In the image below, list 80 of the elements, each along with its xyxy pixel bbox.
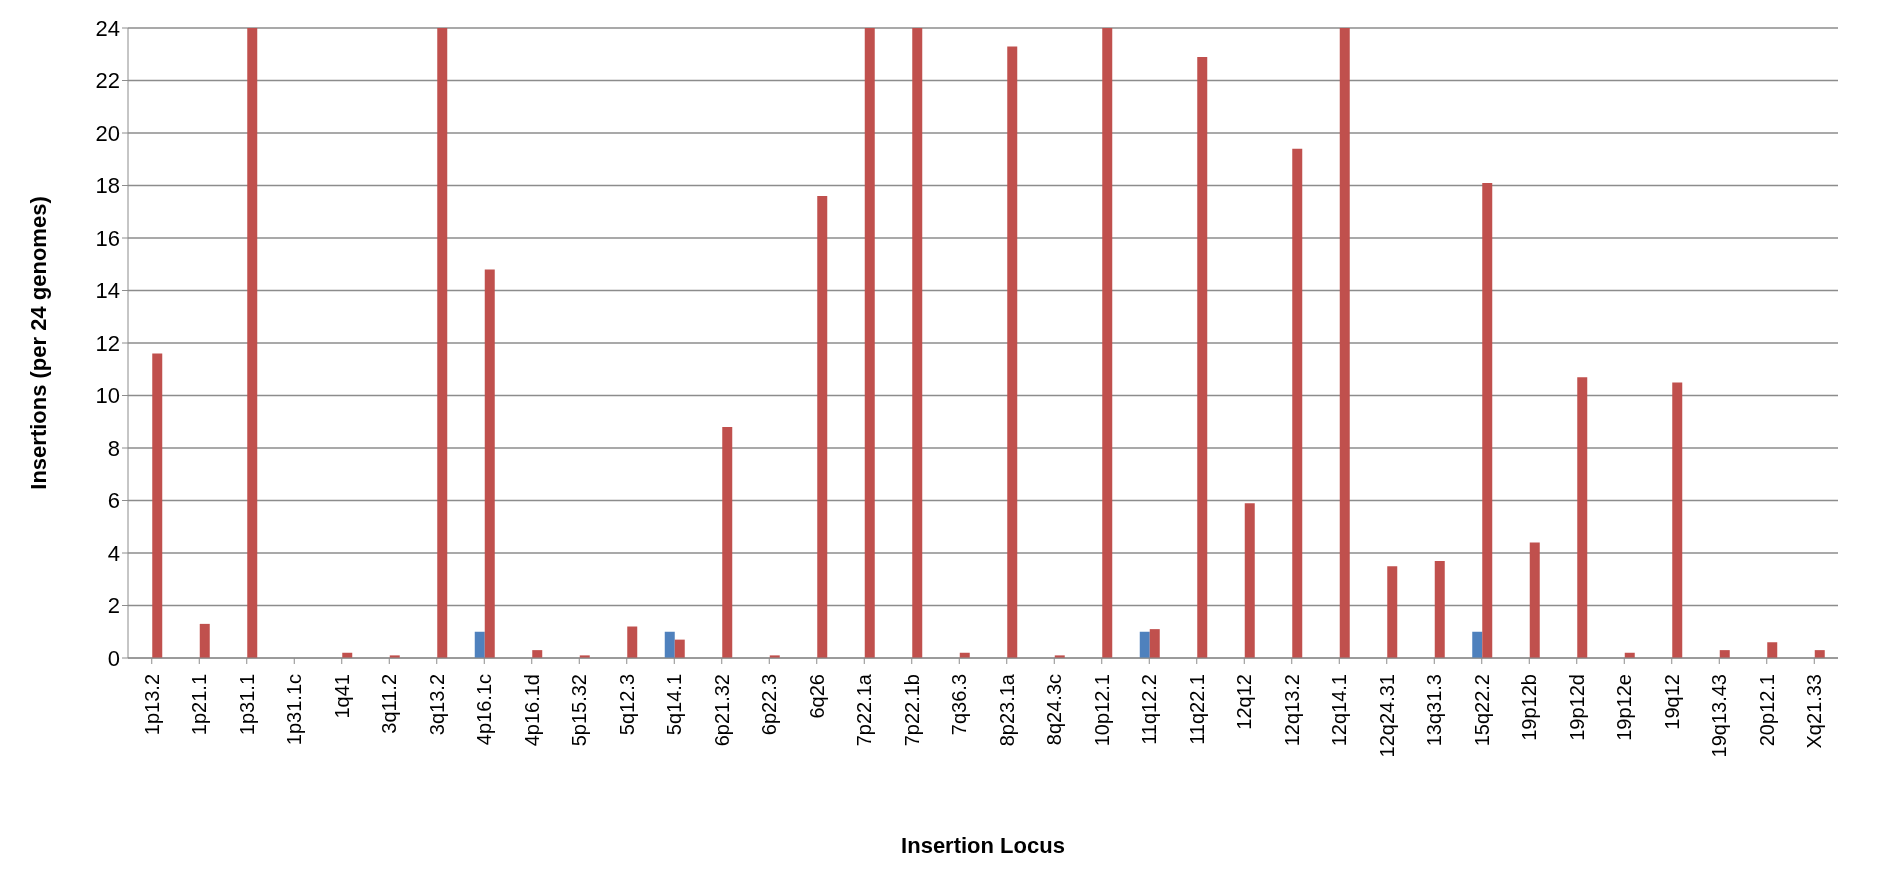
bar: [1529, 542, 1540, 658]
y-tick-label: 6: [107, 488, 120, 514]
bar: [1387, 566, 1398, 658]
bar: [1292, 148, 1303, 658]
bar: [1767, 642, 1778, 658]
bar: [1149, 629, 1160, 658]
x-tick-label: 1p13.2: [140, 674, 163, 736]
x-tick-label: 12q12: [1233, 674, 1256, 730]
y-tick-label: 12: [95, 330, 120, 356]
bar: [152, 353, 163, 658]
y-tick-label: 18: [95, 173, 120, 199]
bar: [627, 626, 638, 658]
bar: [664, 631, 675, 658]
x-tick-label: 6q26: [805, 674, 828, 719]
bar: [1102, 28, 1113, 658]
bar: [722, 427, 733, 658]
x-tick-label: 13q31.3: [1423, 674, 1446, 747]
x-tick-label: 1p21.1: [188, 674, 211, 736]
x-tick-label: 5q14.1: [663, 674, 686, 736]
x-tick-label: 8q24.3c: [1043, 674, 1066, 746]
bar: [674, 639, 685, 658]
x-tick-label: 7p22.1b: [900, 674, 923, 747]
bar: [1482, 182, 1493, 658]
y-tick-label: 14: [95, 278, 120, 304]
bar: [1244, 503, 1255, 658]
y-tick-label: 4: [107, 540, 120, 566]
x-tick-label: 4p16.1d: [520, 674, 543, 747]
y-tick-label: 10: [95, 383, 120, 409]
x-tick-label: 3q13.2: [425, 674, 448, 736]
x-tick-label: 5p15.32: [568, 674, 591, 747]
x-tick-label: 4p16.1c: [473, 674, 496, 746]
y-tick-label: 20: [95, 120, 120, 146]
x-tick-label: 19p12e: [1613, 674, 1636, 741]
x-tick-label: 6p21.32: [710, 674, 733, 747]
y-tick-label: 16: [95, 225, 120, 251]
bar: [437, 28, 448, 658]
x-tick-label: Xq21.33: [1803, 674, 1826, 749]
bar: [1434, 560, 1445, 658]
y-tick-label: 22: [95, 68, 120, 94]
bar: [474, 631, 485, 658]
x-tick-label: 7p22.1a: [853, 673, 876, 747]
x-tick-label: 1p31.1c: [283, 674, 306, 746]
x-tick-label: 1p31.1: [235, 674, 258, 736]
x-tick-label: 19q12: [1660, 674, 1683, 730]
x-tick-label: 12q24.31: [1375, 674, 1398, 758]
y-axis-title: Insertions (per 24 genomes): [25, 196, 51, 490]
x-tick-label: 3q11.2: [378, 674, 401, 734]
bar: [1139, 631, 1150, 658]
y-tick-label: 24: [95, 15, 120, 41]
bar: [484, 269, 495, 658]
bar: [817, 196, 828, 658]
x-tick-label: 6p22.3: [758, 674, 781, 736]
y-tick-label: 8: [107, 435, 120, 461]
bar: [864, 28, 875, 658]
x-tick-label: 10p12.1: [1090, 674, 1113, 747]
x-tick-label: 19q13.43: [1708, 674, 1731, 758]
x-tick-label: 20p12.1: [1755, 674, 1778, 747]
bar: [1577, 377, 1588, 658]
y-tick-label: 2: [107, 593, 120, 619]
y-tick-label: 0: [107, 645, 120, 671]
x-tick-label: 15q22.2: [1470, 674, 1493, 747]
x-tick-label: 12q14.1: [1328, 674, 1351, 747]
x-tick-label: 11q22.1: [1185, 674, 1208, 745]
x-tick-label: 7q36.3: [948, 674, 971, 736]
bar: [247, 28, 258, 658]
x-tick-label: 12q13.2: [1280, 674, 1303, 747]
x-tick-label: 19p12d: [1565, 674, 1588, 741]
x-tick-label: 19p12b: [1518, 674, 1541, 741]
bar: [1472, 631, 1483, 658]
bar: [199, 623, 210, 658]
bar: [1672, 382, 1683, 658]
x-tick-label: 1q41: [330, 674, 353, 719]
x-tick-label: 8p23.1a: [995, 673, 1018, 747]
x-tick-label: 11q12.2: [1138, 674, 1161, 745]
bar: [912, 28, 923, 658]
x-tick-label: 5q12.3: [615, 674, 638, 736]
bar: [1007, 46, 1018, 658]
bar: [1197, 56, 1208, 658]
bar: [1339, 28, 1350, 658]
x-axis-title: Insertion Locus: [901, 833, 1065, 858]
